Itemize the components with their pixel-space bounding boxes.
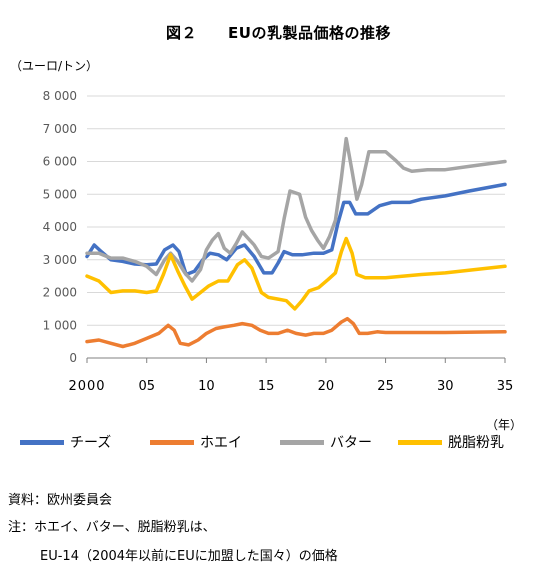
- footnote-line-2: EU-14（2004年以前にEUに加盟した国々）の価格: [40, 549, 338, 564]
- legend-swatch-whey: [150, 439, 194, 445]
- y-tick-label: 1 000: [43, 318, 77, 332]
- legend-item-butter: バター: [280, 431, 372, 453]
- legend-swatch-cheese: [20, 439, 64, 445]
- x-tick-label: 30: [437, 379, 454, 394]
- series-line-cheese: [85, 182, 507, 277]
- y-tick-label: 5 000: [43, 187, 77, 201]
- y-tick-label: 0: [69, 351, 77, 365]
- x-tick-label: 05: [138, 379, 155, 394]
- y-tick-label: 4 000: [43, 220, 77, 234]
- legend-label-butter: バター: [330, 435, 372, 451]
- legend-item-cheese: チーズ: [20, 431, 111, 453]
- x-tick-label: 15: [258, 379, 275, 394]
- x-tick-label: 20: [318, 379, 335, 394]
- chart-gridlines: [87, 95, 505, 359]
- legend-label-cheese: チーズ: [70, 435, 112, 451]
- legend-item-whey: ホエイ: [150, 431, 242, 453]
- y-axis-unit-label: （ユーロ/トン）: [10, 59, 99, 73]
- y-tick-label: 8 000: [43, 89, 77, 103]
- source-note: 資料：欧州委員会: [8, 493, 113, 508]
- chart-series: [85, 136, 507, 349]
- x-axis-unit-label: （年）: [486, 418, 523, 432]
- y-tick-label: 3 000: [43, 253, 77, 267]
- line-chart: 0 1 000 2 000 3 000 4 000 5 000 6 000 7 000 8 00…: [43, 89, 514, 394]
- legend-label-whey: ホエイ: [200, 435, 242, 451]
- series-line-skim-milk-powder: [85, 236, 507, 311]
- legend-swatch-butter: [280, 439, 324, 445]
- y-tick-label: 6 000: [43, 155, 77, 169]
- legend-label-skim-milk-powder: 脱脂粉乳: [448, 435, 504, 451]
- chart-legend: チーズ ホエイ バター 脱脂粉乳: [20, 431, 550, 453]
- y-tick-label: 2 000: [43, 286, 77, 300]
- series-line-whey: [85, 316, 507, 349]
- footnote-line-1: 注：ホエイ、バター、脱脂粉乳は、: [8, 520, 216, 535]
- legend-swatch-skim-milk-powder: [398, 439, 442, 445]
- x-axis-ticks: 2000 05 10 15 20 25 30 35: [68, 358, 513, 394]
- chart-title: 図２ EUの乳製品価格の推移: [166, 24, 391, 42]
- x-tick-label: 10: [198, 379, 215, 394]
- y-axis-ticks: 0 1 000 2 000 3 000 4 000 5 000 6 000 7 000 8 00…: [43, 89, 77, 365]
- x-tick-label: 2000: [68, 379, 105, 394]
- y-tick-label: 7 000: [43, 122, 77, 136]
- x-tick-label: 35: [497, 379, 514, 394]
- legend-item-skim-milk-powder: 脱脂粉乳: [398, 431, 504, 453]
- x-tick-label: 25: [377, 379, 394, 394]
